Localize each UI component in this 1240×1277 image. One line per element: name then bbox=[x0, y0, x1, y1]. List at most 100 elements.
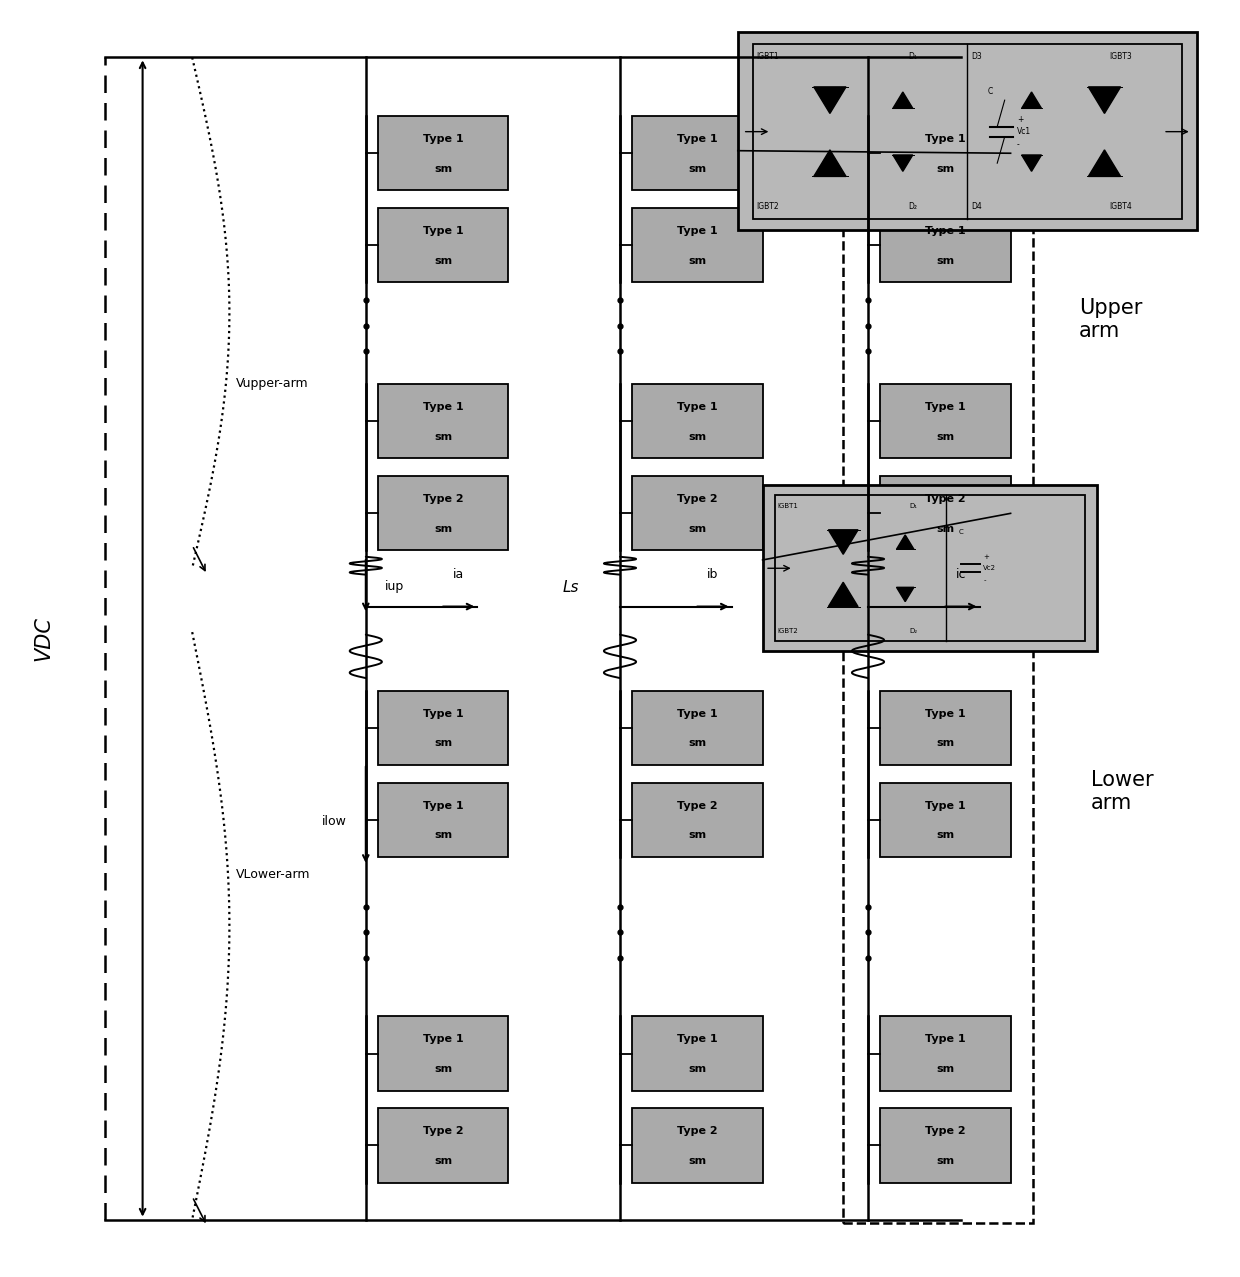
FancyBboxPatch shape bbox=[880, 691, 1011, 765]
Text: IGBT4: IGBT4 bbox=[1110, 202, 1132, 212]
Text: IGBT2: IGBT2 bbox=[756, 202, 779, 212]
Text: Type 2: Type 2 bbox=[925, 1126, 966, 1137]
Polygon shape bbox=[1089, 149, 1121, 176]
Text: sm: sm bbox=[688, 524, 707, 534]
Text: Type 1: Type 1 bbox=[677, 134, 718, 144]
Text: C: C bbox=[987, 87, 992, 96]
Text: Type 1: Type 1 bbox=[677, 709, 718, 719]
Text: ilow: ilow bbox=[322, 815, 347, 827]
Text: D₂: D₂ bbox=[908, 202, 916, 212]
Polygon shape bbox=[813, 149, 846, 176]
FancyBboxPatch shape bbox=[632, 476, 763, 550]
Text: ia: ia bbox=[453, 568, 465, 581]
Text: ic: ic bbox=[956, 568, 966, 581]
FancyBboxPatch shape bbox=[632, 1108, 763, 1183]
Text: D3: D3 bbox=[971, 52, 982, 61]
Text: sm: sm bbox=[936, 255, 955, 266]
Text: Type 1: Type 1 bbox=[925, 801, 966, 811]
Text: sm: sm bbox=[434, 830, 453, 840]
FancyBboxPatch shape bbox=[880, 783, 1011, 857]
FancyBboxPatch shape bbox=[880, 1016, 1011, 1091]
Text: IGBT1: IGBT1 bbox=[777, 503, 799, 508]
Text: sm: sm bbox=[434, 738, 453, 748]
Text: Ls: Ls bbox=[562, 580, 579, 595]
Text: -: - bbox=[983, 577, 986, 582]
FancyBboxPatch shape bbox=[378, 384, 508, 458]
FancyBboxPatch shape bbox=[632, 691, 763, 765]
Polygon shape bbox=[893, 155, 913, 171]
Text: D4: D4 bbox=[971, 202, 982, 212]
Polygon shape bbox=[897, 587, 914, 601]
Text: ib: ib bbox=[707, 568, 719, 581]
FancyBboxPatch shape bbox=[378, 208, 508, 282]
FancyBboxPatch shape bbox=[880, 476, 1011, 550]
FancyBboxPatch shape bbox=[632, 116, 763, 190]
Text: Type 1: Type 1 bbox=[925, 1034, 966, 1045]
Text: Type 2: Type 2 bbox=[677, 1126, 718, 1137]
Polygon shape bbox=[1022, 92, 1042, 109]
FancyBboxPatch shape bbox=[632, 208, 763, 282]
Text: sm: sm bbox=[936, 1156, 955, 1166]
Text: Vc1: Vc1 bbox=[1017, 128, 1032, 137]
Text: Type 1: Type 1 bbox=[677, 1034, 718, 1045]
Text: sm: sm bbox=[434, 1156, 453, 1166]
Text: Type 2: Type 2 bbox=[423, 1126, 464, 1137]
Text: VLower-arm: VLower-arm bbox=[236, 868, 310, 881]
Text: sm: sm bbox=[688, 163, 707, 174]
FancyBboxPatch shape bbox=[763, 485, 1097, 651]
Text: Type 2: Type 2 bbox=[677, 801, 718, 811]
Text: Type 1: Type 1 bbox=[925, 709, 966, 719]
Text: IGBT2: IGBT2 bbox=[777, 628, 799, 633]
FancyBboxPatch shape bbox=[378, 476, 508, 550]
FancyBboxPatch shape bbox=[880, 384, 1011, 458]
FancyBboxPatch shape bbox=[880, 208, 1011, 282]
Text: sm: sm bbox=[936, 432, 955, 442]
Text: IGBT1: IGBT1 bbox=[756, 52, 779, 61]
FancyBboxPatch shape bbox=[378, 1016, 508, 1091]
Text: Type 2: Type 2 bbox=[423, 494, 464, 504]
Text: Type 1: Type 1 bbox=[423, 134, 464, 144]
Polygon shape bbox=[813, 87, 846, 114]
Text: Type 2: Type 2 bbox=[677, 494, 718, 504]
Text: sm: sm bbox=[688, 432, 707, 442]
Text: D₁: D₁ bbox=[909, 503, 916, 508]
Text: sm: sm bbox=[936, 738, 955, 748]
Text: sm: sm bbox=[688, 1064, 707, 1074]
Text: Type 2: Type 2 bbox=[925, 494, 966, 504]
Polygon shape bbox=[1022, 155, 1042, 171]
Polygon shape bbox=[1089, 87, 1121, 114]
Text: Type 1: Type 1 bbox=[423, 1034, 464, 1045]
Polygon shape bbox=[828, 582, 858, 607]
Text: Type 1: Type 1 bbox=[925, 226, 966, 236]
Text: iup: iup bbox=[384, 580, 404, 593]
Text: sm: sm bbox=[434, 524, 453, 534]
Text: Lower
arm: Lower arm bbox=[1091, 770, 1154, 813]
FancyBboxPatch shape bbox=[378, 1108, 508, 1183]
Text: Vupper-arm: Vupper-arm bbox=[236, 377, 309, 389]
Text: sm: sm bbox=[936, 524, 955, 534]
Text: VDC: VDC bbox=[33, 616, 53, 661]
Text: sm: sm bbox=[434, 163, 453, 174]
Text: sm: sm bbox=[688, 255, 707, 266]
Text: sm: sm bbox=[434, 432, 453, 442]
FancyBboxPatch shape bbox=[378, 691, 508, 765]
Polygon shape bbox=[893, 92, 913, 109]
Text: D₁: D₁ bbox=[908, 52, 916, 61]
FancyBboxPatch shape bbox=[378, 783, 508, 857]
Text: Type 1: Type 1 bbox=[423, 226, 464, 236]
Text: Type 1: Type 1 bbox=[677, 226, 718, 236]
Text: Type 1: Type 1 bbox=[925, 402, 966, 412]
FancyBboxPatch shape bbox=[378, 116, 508, 190]
Text: -: - bbox=[1017, 139, 1019, 148]
Text: Type 1: Type 1 bbox=[925, 134, 966, 144]
FancyBboxPatch shape bbox=[880, 1108, 1011, 1183]
Text: IGBT3: IGBT3 bbox=[1110, 52, 1132, 61]
FancyBboxPatch shape bbox=[738, 32, 1197, 230]
FancyBboxPatch shape bbox=[880, 116, 1011, 190]
FancyBboxPatch shape bbox=[632, 384, 763, 458]
Text: +: + bbox=[983, 554, 990, 559]
Text: sm: sm bbox=[434, 255, 453, 266]
Text: Type 1: Type 1 bbox=[677, 402, 718, 412]
Polygon shape bbox=[897, 535, 914, 549]
Polygon shape bbox=[828, 530, 858, 554]
